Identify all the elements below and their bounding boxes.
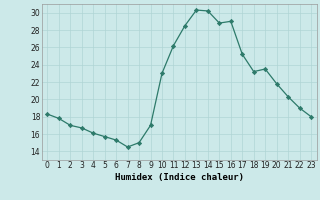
X-axis label: Humidex (Indice chaleur): Humidex (Indice chaleur) xyxy=(115,173,244,182)
